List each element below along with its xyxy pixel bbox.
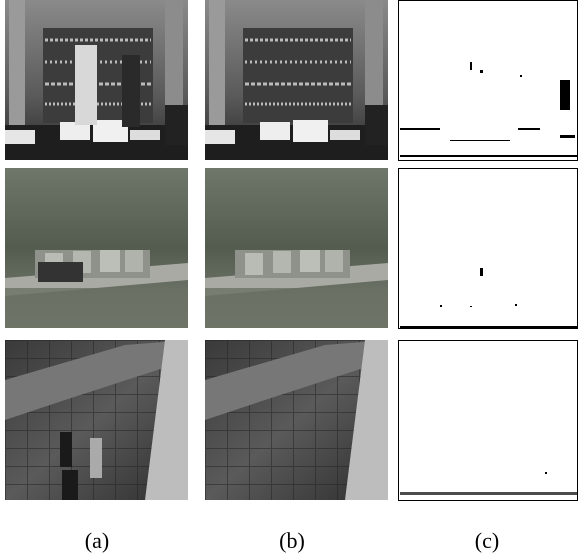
caption: (b): [279, 528, 305, 553]
image-b2: [205, 168, 388, 328]
image-c2: [399, 169, 578, 329]
image-c3: [399, 341, 578, 501]
image-a2: [5, 168, 188, 328]
image-b3: [205, 340, 388, 500]
car: [38, 262, 83, 282]
image-c1: [399, 1, 578, 161]
image-b1: [205, 0, 388, 160]
caption: (a): [85, 528, 109, 553]
figure: (a) (b) (c): [0, 0, 578, 555]
caption: (c): [475, 528, 499, 553]
